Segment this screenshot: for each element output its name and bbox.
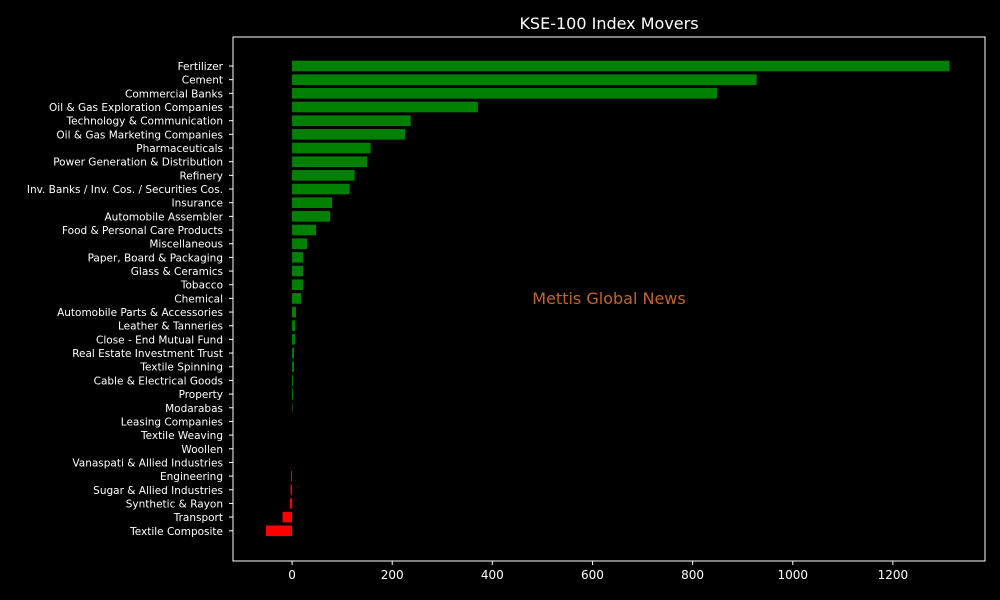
bar-10 [292, 197, 333, 208]
category-label-23: Cable & Electrical Goods [94, 375, 223, 387]
bar-13 [292, 238, 308, 250]
bar-33 [282, 511, 293, 523]
category-label-28: Woollen [181, 444, 223, 456]
category-label-3: Oil & Gas Exploration Companies [49, 102, 223, 114]
bar-34 [266, 525, 293, 537]
bar-31 [290, 484, 293, 496]
x-tick-label-6: 1200 [878, 568, 909, 582]
category-label-32: Synthetic & Rayon [126, 498, 223, 510]
x-tick-label-0: 0 [288, 568, 296, 582]
category-label-13: Miscellaneous [149, 239, 223, 251]
bar-23 [292, 375, 294, 386]
x-tick-label-4: 800 [681, 568, 704, 582]
bar-30 [291, 470, 293, 482]
category-label-11: Automobile Assembler [105, 211, 224, 223]
category-label-31: Sugar & Allied Industries [93, 485, 223, 497]
x-tick-label-3: 600 [581, 568, 604, 582]
bar-1 [292, 74, 757, 85]
bar-3 [292, 101, 478, 113]
bar-6 [292, 142, 371, 154]
category-label-6: Pharmaceuticals [136, 143, 223, 155]
category-label-34: Textile Composite [129, 526, 223, 538]
category-label-8: Refinery [179, 170, 223, 182]
bars-group [266, 60, 950, 537]
bar-24 [292, 388, 294, 400]
category-label-33: Transport [173, 512, 223, 524]
bar-2 [292, 88, 718, 99]
x-ticks-group: 0 200 400 600 800 1000 1200 [288, 561, 908, 582]
category-label-20: Close - End Mutual Fund [96, 334, 223, 346]
plot-frame [232, 36, 986, 562]
category-label-30: Engineering [160, 471, 223, 483]
chart-title: KSE-100 Index Movers [519, 14, 698, 33]
bar-12 [292, 224, 317, 236]
bar-15 [292, 265, 304, 277]
category-label-24: Property [179, 389, 223, 401]
bar-16 [292, 279, 304, 291]
bar-9 [292, 183, 350, 195]
bar-18 [292, 306, 297, 318]
bar-19 [292, 320, 296, 332]
bar-7 [292, 156, 368, 167]
bar-22 [292, 361, 295, 373]
category-label-18: Automobile Parts & Accessories [57, 307, 223, 319]
bar-5 [292, 129, 406, 140]
x-tick-label-5: 1000 [777, 568, 808, 582]
category-label-27: Textile Weaving [140, 430, 223, 442]
category-label-29: Vanaspati & Allied Industries [72, 457, 223, 469]
category-label-16: Tobacco [180, 280, 223, 292]
watermark-text: Mettis Global News [532, 289, 685, 308]
category-label-7: Power Generation & Distribution [53, 157, 223, 169]
bar-14 [292, 252, 304, 263]
category-label-5: Oil & Gas Marketing Companies [56, 129, 223, 141]
bar-11 [292, 211, 331, 222]
category-label-14: Paper, Board & Packaging [88, 252, 223, 264]
x-tick-label-2: 400 [481, 568, 504, 582]
category-label-9: Inv. Banks / Inv. Cos. / Securities Cos. [27, 184, 223, 196]
category-label-21: Real Estate Investment Trust [72, 348, 223, 360]
category-label-25: Modarabas [165, 403, 223, 415]
bar-17 [292, 293, 302, 304]
bar-0 [292, 60, 950, 72]
category-label-17: Chemical [174, 293, 223, 305]
category-label-15: Glass & Ceramics [131, 266, 223, 278]
category-label-2: Commercial Banks [125, 88, 223, 100]
bar-4 [292, 115, 411, 126]
category-label-12: Food & Personal Care Products [62, 225, 223, 237]
category-label-22: Textile Spinning [139, 362, 223, 374]
category-label-1: Cement [182, 75, 223, 87]
bar-20 [292, 334, 296, 345]
category-label-4: Technology & Communication [66, 116, 223, 128]
bar-32 [290, 498, 293, 509]
bar-8 [292, 170, 355, 181]
category-label-10: Insurance [171, 198, 223, 210]
bar-25 [292, 402, 293, 414]
category-label-26: Leasing Companies [121, 416, 223, 428]
x-tick-label-1: 200 [381, 568, 404, 582]
category-label-0: Fertilizer [178, 61, 224, 73]
category-label-19: Leather & Tanneries [118, 321, 223, 333]
bar-21 [292, 347, 295, 359]
